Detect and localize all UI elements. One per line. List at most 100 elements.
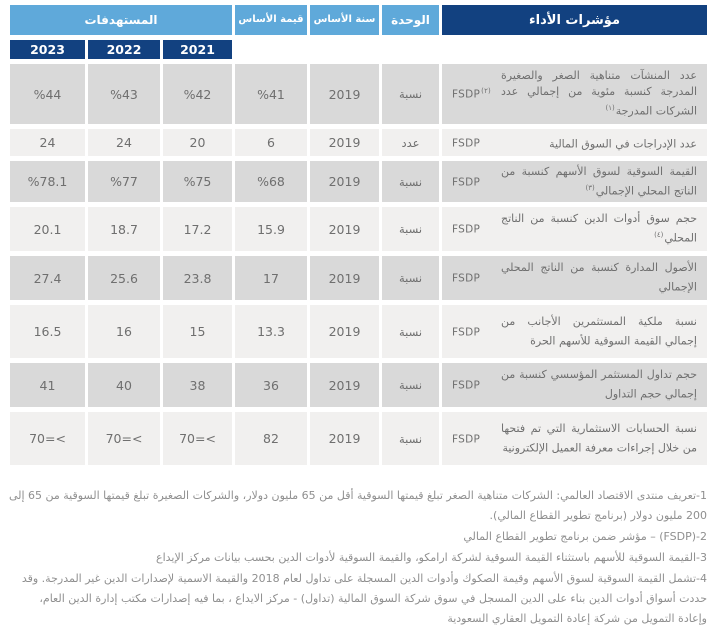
indicator-cell: القيمة السوقية لسوق الأسهم كنسبة من النا…	[442, 161, 707, 202]
fsdp-tag: FSDP	[452, 271, 482, 285]
footnote-3: 3-القيمة السوقية للأسهم باستثناء القيمة …	[156, 551, 707, 564]
base-year-cell: 2019	[310, 305, 379, 358]
fsdp-tag: FSDP	[452, 222, 482, 236]
target-2022-cell: 18.7	[88, 207, 160, 251]
unit-cell: نسبة	[382, 161, 439, 202]
indicator-cell: الأصول المدارة كنسبة من الناتج المحلي ال…	[442, 256, 707, 300]
col-header-base-value-label: قيمة الأساس	[238, 14, 304, 25]
fsdp-tag: FSDP	[452, 136, 482, 150]
col-header-unit: الوحدة	[382, 5, 439, 35]
col-header-indicators: مؤشرات الأداء	[442, 5, 707, 35]
footnote-4: 4-تشمل القيمة السوقية لسوق الأسهم وقيمة …	[21, 572, 707, 625]
target-2023-cell: 70=<	[10, 412, 85, 465]
target-2023-cell: 41	[10, 363, 85, 407]
base-value-cell: 15.9	[235, 207, 307, 251]
col-header-targets: المستهدفات	[10, 5, 232, 35]
base-value-cell: 13.3	[235, 305, 307, 358]
col-header-base-year-label: سنة الأساس	[313, 14, 376, 25]
base-year-cell: 2019	[310, 129, 379, 156]
target-2023-cell: %78.1	[10, 161, 85, 202]
fsdp-tag: FSDP(٢)	[452, 87, 492, 101]
fsdp-tag-text: FSDP	[452, 223, 481, 236]
footnotes-section: 1-تعريف منتدى الاقتصاد العالمي: الشركات …	[7, 486, 707, 629]
target-2022-cell: 40	[88, 363, 160, 407]
year-header-2023: 2023	[10, 40, 85, 59]
base-value-cell: %41	[235, 64, 307, 124]
year-header-2022: 2022	[88, 40, 160, 59]
target-2023-cell: 27.4	[10, 256, 85, 300]
base-year-cell: 2019	[310, 207, 379, 251]
target-2021-cell: 17.2	[163, 207, 232, 251]
unit-cell: عدد	[382, 129, 439, 156]
indicator-cell: عدد المنشآت متناهية الصغر والصغيرة المدر…	[442, 64, 707, 124]
header-spacer	[235, 40, 707, 59]
indicator-name-text: حجم سوق أدوات الدين كنسبة من الناتج المح…	[501, 212, 697, 245]
fsdp-tag: FSDP	[452, 175, 482, 189]
target-2022-cell: 70=<	[88, 412, 160, 465]
unit-cell: نسبة	[382, 256, 439, 300]
indicator-name-text: القيمة السوقية لسوق الأسهم كنسبة من النا…	[501, 164, 697, 198]
unit-cell: نسبة	[382, 64, 439, 124]
target-2023-cell: %44	[10, 64, 85, 124]
indicator-name-text: حجم تداول المستثمر المؤسسي كنسبة من إجما…	[501, 368, 697, 401]
indicator-name-text: الأصول المدارة كنسبة من الناتج المحلي ال…	[501, 261, 697, 294]
target-2021-cell: 70=<	[163, 412, 232, 465]
fsdp-tag: FSDP	[452, 378, 482, 392]
indicator-cell: نسبة ملكية المستثمرين الأجانب من إجمالي …	[442, 305, 707, 358]
fsdp-tag: FSDP	[452, 432, 482, 446]
base-value-cell: %68	[235, 161, 307, 202]
footnote-marker: (٤)	[654, 231, 664, 240]
indicator-name: الأصول المدارة كنسبة من الناتج المحلي ال…	[501, 260, 697, 296]
indicator-name: نسبة ملكية المستثمرين الأجانب من إجمالي …	[501, 314, 697, 350]
base-year-cell: 2019	[310, 64, 379, 124]
indicator-name: حجم تداول المستثمر المؤسسي كنسبة من إجما…	[501, 367, 697, 403]
kpi-table: مؤشرات الأداء الوحدة سنة الأساس قيمة الأ…	[7, 5, 707, 465]
fsdp-tag-text: FSDP	[452, 137, 481, 150]
target-2021-cell: 38	[163, 363, 232, 407]
fsdp-tag-text: FSDP	[452, 176, 481, 189]
target-2022-cell: %77	[88, 161, 160, 202]
indicator-name-text: نسبة ملكية المستثمرين الأجانب من إجمالي …	[501, 314, 697, 348]
base-value-cell: 82	[235, 412, 307, 465]
target-2023-cell: 20.1	[10, 207, 85, 251]
fsdp-tag: FSDP	[452, 325, 482, 339]
target-2022-cell: 24	[88, 129, 160, 156]
target-2021-cell: %75	[163, 161, 232, 202]
target-2022-cell: %43	[88, 64, 160, 124]
target-2021-cell: 15	[163, 305, 232, 358]
footnote-marker: (٢)	[481, 87, 491, 96]
fsdp-tag-text: FSDP	[452, 88, 481, 101]
year-header-2021: 2021	[163, 40, 232, 59]
footnote-marker: (٣)	[585, 183, 595, 192]
indicator-name-text: عدد المنشآت متناهية الصغر والصغيرة المدر…	[501, 69, 697, 118]
indicator-cell: حجم سوق أدوات الدين كنسبة من الناتج المح…	[442, 207, 707, 251]
base-value-cell: 17	[235, 256, 307, 300]
target-2023-cell: 24	[10, 129, 85, 156]
base-value-cell: 6	[235, 129, 307, 156]
indicator-name: القيمة السوقية لسوق الأسهم كنسبة من النا…	[501, 164, 697, 200]
fsdp-tag-text: FSDP	[452, 433, 481, 446]
target-2023-cell: 16.5	[10, 305, 85, 358]
indicator-cell: حجم تداول المستثمر المؤسسي كنسبة من إجما…	[442, 363, 707, 407]
fsdp-tag-text: FSDP	[452, 272, 481, 285]
footnote-1: 1-تعريف منتدى الاقتصاد العالمي: الشركات …	[8, 489, 707, 522]
target-2022-cell: 16	[88, 305, 160, 358]
indicator-cell: عدد الإدراجات في السوق المالية FSDP	[442, 129, 707, 156]
fsdp-tag-text: FSDP	[452, 326, 481, 339]
footnote-2: 2-(FSDP) – مؤشر ضمن برنامج تطوير القطاع …	[463, 530, 707, 543]
unit-cell: نسبة	[382, 363, 439, 407]
unit-cell: نسبة	[382, 412, 439, 465]
target-2021-cell: 23.8	[163, 256, 232, 300]
indicator-cell: نسبة الحسابات الاستثمارية التي تم فتحها …	[442, 412, 707, 465]
col-header-base-year: سنة الأساس	[310, 5, 379, 35]
base-year-cell: 2019	[310, 412, 379, 465]
indicator-name: عدد الإدراجات في السوق المالية	[501, 133, 697, 153]
base-year-cell: 2019	[310, 161, 379, 202]
fsdp-tag-text: FSDP	[452, 379, 481, 392]
unit-cell: نسبة	[382, 305, 439, 358]
indicator-name: حجم سوق أدوات الدين كنسبة من الناتج المح…	[501, 211, 697, 247]
indicator-name: نسبة الحسابات الاستثمارية التي تم فتحها …	[501, 421, 697, 457]
target-2021-cell: 20	[163, 129, 232, 156]
indicator-name-text: عدد الإدراجات في السوق المالية	[549, 137, 697, 151]
footnote-marker: (١)	[605, 104, 615, 113]
